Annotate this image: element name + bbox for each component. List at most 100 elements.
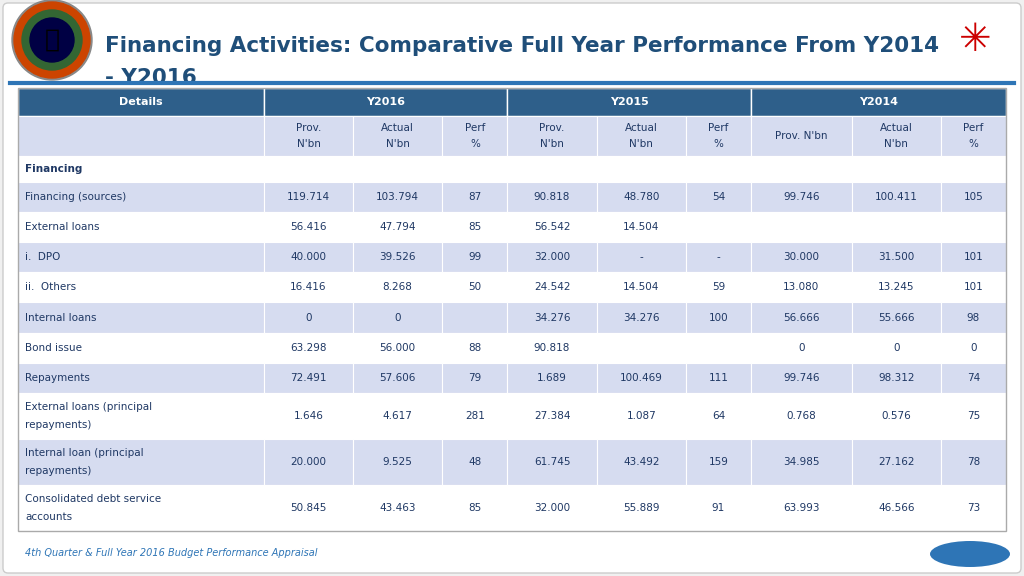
Bar	[751, 88, 1006, 116]
Text: 16.416: 16.416	[290, 282, 327, 293]
Text: 72.491: 72.491	[290, 373, 327, 382]
Bar	[941, 156, 1006, 182]
Bar	[264, 156, 353, 182]
Bar	[686, 363, 751, 393]
Bar	[18, 485, 264, 531]
Bar	[508, 213, 597, 242]
Text: 85: 85	[468, 503, 481, 513]
Text: accounts: accounts	[25, 512, 72, 522]
Text: Prov. N'bn: Prov. N'bn	[775, 131, 827, 141]
Bar	[686, 242, 751, 272]
Bar	[18, 116, 264, 156]
Text: Prov.: Prov.	[540, 123, 564, 133]
Text: 32.000: 32.000	[534, 503, 570, 513]
Text: 85: 85	[468, 222, 481, 232]
Bar	[442, 116, 508, 156]
Bar	[353, 485, 442, 531]
Text: -: -	[639, 252, 643, 263]
Text: 14.504: 14.504	[623, 282, 659, 293]
Text: 43.463: 43.463	[380, 503, 416, 513]
Bar	[508, 156, 597, 182]
Text: 0: 0	[893, 343, 899, 353]
Bar	[442, 242, 508, 272]
Bar	[751, 116, 852, 156]
Text: 119.714: 119.714	[287, 192, 330, 202]
Text: - Y2016: - Y2016	[105, 68, 197, 88]
Bar	[852, 116, 941, 156]
Bar	[353, 363, 442, 393]
Bar	[941, 393, 1006, 439]
Text: Perf: Perf	[964, 123, 984, 133]
Text: External loans (principal: External loans (principal	[25, 401, 152, 411]
Bar	[597, 485, 686, 531]
Text: N'bn: N'bn	[885, 139, 908, 149]
Bar	[597, 156, 686, 182]
Text: Y2016: Y2016	[367, 97, 406, 107]
Text: 56.542: 56.542	[534, 222, 570, 232]
Text: Details: Details	[119, 97, 163, 107]
Text: 78: 78	[967, 457, 980, 467]
Text: 101: 101	[964, 252, 983, 263]
Bar	[597, 213, 686, 242]
Bar	[686, 393, 751, 439]
Text: i.  DPO: i. DPO	[25, 252, 60, 263]
Bar	[264, 485, 353, 531]
Text: 59: 59	[712, 282, 725, 293]
Bar	[751, 302, 852, 332]
Bar	[941, 116, 1006, 156]
Text: 48.780: 48.780	[623, 192, 659, 202]
Text: %: %	[470, 139, 480, 149]
Bar	[353, 332, 442, 363]
Text: Perf: Perf	[465, 123, 485, 133]
Text: 30.000: 30.000	[783, 252, 819, 263]
Text: 54: 54	[712, 192, 725, 202]
Bar	[508, 272, 597, 302]
Bar	[852, 242, 941, 272]
Text: 98: 98	[967, 313, 980, 323]
Bar	[852, 213, 941, 242]
Bar	[941, 272, 1006, 302]
Bar	[597, 332, 686, 363]
Bar	[597, 439, 686, 485]
Text: 0: 0	[305, 313, 311, 323]
Bar	[508, 116, 597, 156]
Bar	[508, 88, 751, 116]
Text: N'bn: N'bn	[386, 139, 410, 149]
Bar	[442, 485, 508, 531]
Bar	[597, 393, 686, 439]
Text: Y2014: Y2014	[859, 97, 898, 107]
Text: 50: 50	[468, 282, 481, 293]
Bar	[442, 332, 508, 363]
Text: Financing Activities: Comparative Full Year Performance From Y2014: Financing Activities: Comparative Full Y…	[105, 36, 939, 56]
Bar	[686, 302, 751, 332]
Bar	[18, 213, 264, 242]
Ellipse shape	[930, 541, 1010, 567]
Text: 34.276: 34.276	[534, 313, 570, 323]
Text: 1.087: 1.087	[627, 411, 656, 420]
Text: Actual: Actual	[625, 123, 657, 133]
Bar	[353, 272, 442, 302]
Bar	[264, 439, 353, 485]
Text: 55.889: 55.889	[623, 503, 659, 513]
Bar	[941, 439, 1006, 485]
Bar	[686, 272, 751, 302]
Bar	[264, 116, 353, 156]
Text: 🏛: 🏛	[44, 28, 59, 52]
Bar	[597, 242, 686, 272]
Text: 91: 91	[712, 503, 725, 513]
Text: Prov.: Prov.	[296, 123, 322, 133]
Bar	[508, 363, 597, 393]
Bar	[353, 242, 442, 272]
Bar	[941, 485, 1006, 531]
Bar	[18, 439, 264, 485]
Text: Financing: Financing	[25, 164, 82, 174]
Text: 0: 0	[798, 343, 805, 353]
Bar	[751, 156, 852, 182]
Bar	[353, 182, 442, 213]
Bar	[941, 182, 1006, 213]
Text: 47.794: 47.794	[380, 222, 416, 232]
Text: %: %	[714, 139, 723, 149]
Text: 0.576: 0.576	[882, 411, 911, 420]
Bar	[852, 332, 941, 363]
Text: 99.746: 99.746	[783, 192, 819, 202]
